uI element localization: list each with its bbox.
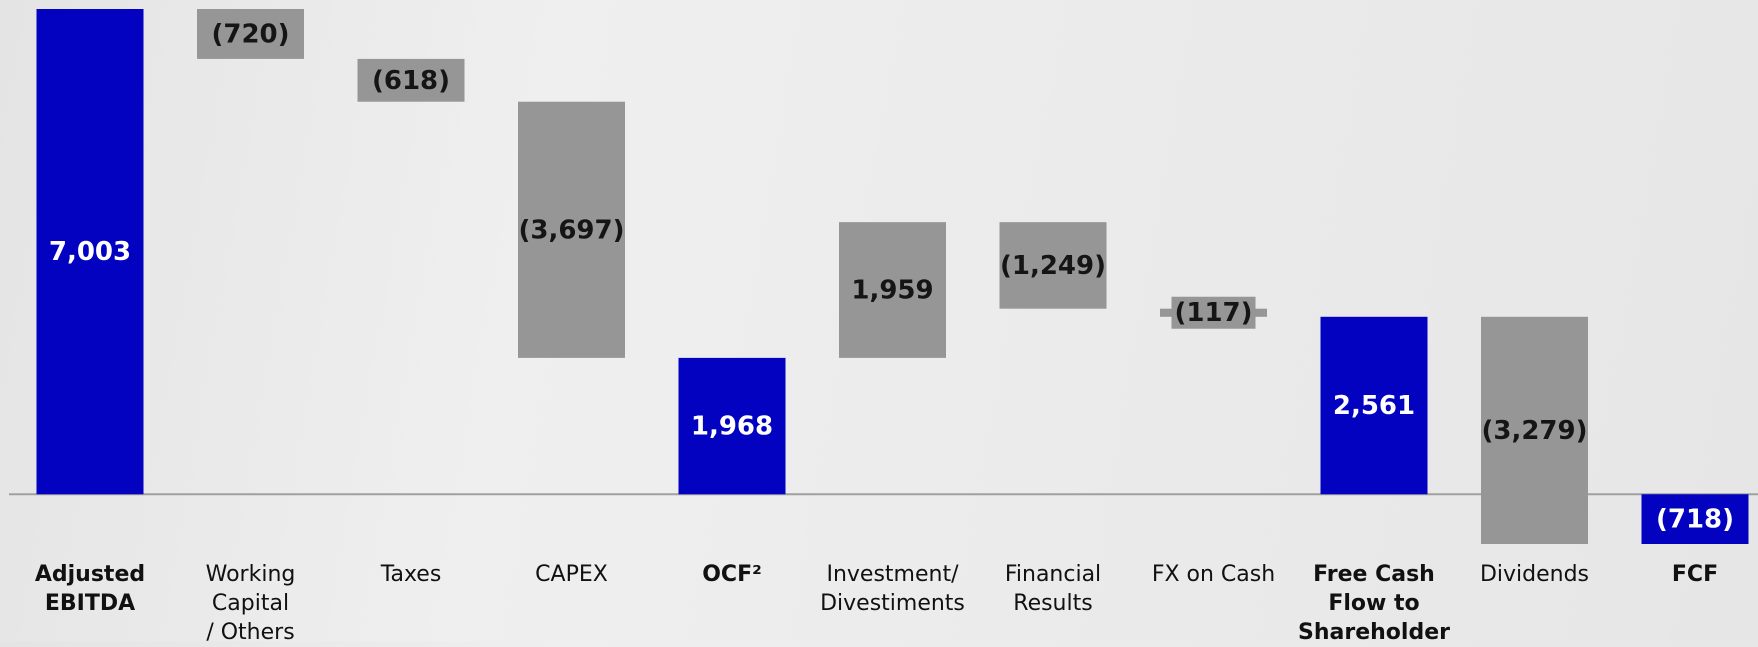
value-label: (1,249) bbox=[1000, 251, 1106, 281]
bar bbox=[1320, 316, 1428, 495]
x-tick-label: Dividends bbox=[1479, 562, 1590, 587]
x-tick-label: CAPEX bbox=[535, 562, 608, 587]
x-tick-label: Taxes bbox=[380, 562, 442, 587]
value-label-bg bbox=[1171, 296, 1256, 329]
bar bbox=[357, 58, 465, 102]
value-label: (720) bbox=[211, 19, 289, 49]
x-tick-label: FCF bbox=[1671, 562, 1719, 587]
value-label: (3,697) bbox=[518, 215, 624, 245]
x-tick-label: Investment/ Divestiments bbox=[820, 562, 965, 616]
x-tick-label: Adjusted EBITDA bbox=[34, 562, 146, 616]
bar bbox=[999, 222, 1107, 309]
value-label: 2,561 bbox=[1333, 391, 1415, 421]
x-tick-label: FX on Cash bbox=[1151, 562, 1276, 587]
x-tick-label: Financial Results bbox=[1004, 562, 1102, 616]
x-tick-label: Working Capital / Others bbox=[205, 562, 296, 645]
value-label: (3,279) bbox=[1481, 416, 1587, 446]
value-label: 1,959 bbox=[851, 276, 933, 306]
value-label: 1,968 bbox=[691, 412, 773, 442]
x-tick-label: Free Cash Flow to Shareholder bbox=[1298, 562, 1450, 645]
value-label: (618) bbox=[372, 66, 450, 96]
bar bbox=[1481, 316, 1588, 544]
value-label: (718) bbox=[1656, 505, 1734, 535]
bar bbox=[1641, 494, 1749, 544]
value-label: (117) bbox=[1174, 298, 1252, 328]
bar bbox=[197, 9, 304, 59]
bar bbox=[678, 357, 786, 495]
value-label: 7,003 bbox=[49, 237, 131, 267]
x-tick-label: OCF² bbox=[702, 562, 762, 587]
bar bbox=[518, 101, 625, 358]
bar bbox=[839, 222, 946, 358]
bar bbox=[36, 9, 144, 495]
